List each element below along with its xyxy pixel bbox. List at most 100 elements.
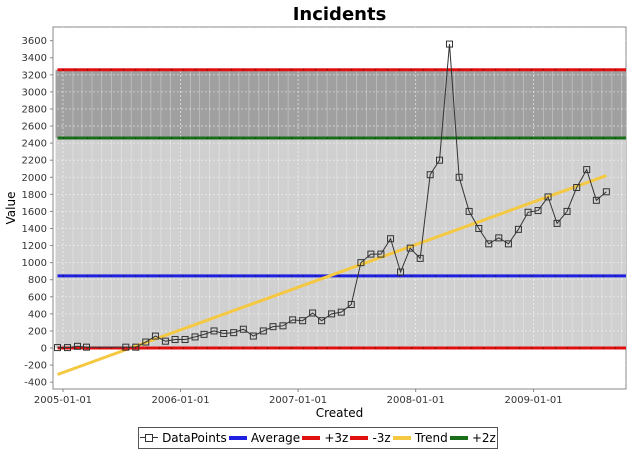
data-point bbox=[544, 193, 552, 201]
y-tick-label: 2000 bbox=[22, 173, 47, 184]
data-point bbox=[426, 171, 434, 179]
series-Average-dot bbox=[494, 275, 497, 277]
series-+3z-dot bbox=[86, 68, 89, 71]
series--3z-dot bbox=[398, 347, 401, 349]
series-+2z-dot bbox=[86, 137, 89, 139]
series-Average-dot bbox=[254, 275, 257, 277]
data-point bbox=[230, 329, 238, 337]
legend-item: -3z bbox=[350, 431, 391, 445]
series-+3z-dot bbox=[350, 68, 353, 71]
data-point bbox=[583, 166, 591, 174]
legend-swatch bbox=[392, 436, 411, 440]
data-point bbox=[54, 344, 62, 352]
series-+3z-dot bbox=[458, 68, 461, 71]
series-+2z-dot bbox=[158, 137, 161, 139]
series-+2z-dot bbox=[530, 137, 533, 139]
data-point bbox=[436, 156, 444, 164]
series-+2z-dot bbox=[446, 137, 449, 139]
data-point bbox=[122, 343, 130, 351]
legend-item: +2z bbox=[449, 431, 496, 445]
series-+2z-dot bbox=[182, 137, 185, 139]
series-+2z-dot bbox=[578, 137, 581, 139]
series-+2z-dot bbox=[566, 137, 569, 139]
series-Average-dot bbox=[386, 275, 389, 277]
series--3z-dot bbox=[386, 347, 389, 349]
series-+3z-dot bbox=[230, 68, 233, 71]
y-tick-label: 2400 bbox=[22, 139, 47, 150]
series--3z-dot bbox=[146, 347, 149, 349]
series--3z-dot bbox=[506, 347, 509, 349]
series--3z-dot bbox=[446, 347, 449, 349]
series-+3z-dot bbox=[542, 68, 545, 71]
y-tick-label: 1400 bbox=[22, 224, 47, 235]
y-tick-label: 400 bbox=[28, 309, 47, 320]
series-Average-dot bbox=[458, 275, 461, 277]
series-+2z-dot bbox=[302, 137, 305, 139]
series-Average-dot bbox=[350, 275, 353, 277]
series-Average-dot bbox=[470, 275, 473, 277]
series-+2z-dot bbox=[542, 137, 545, 139]
series-+2z-dot bbox=[350, 137, 353, 139]
series-+3z-dot bbox=[278, 68, 281, 71]
series-+3z-dot bbox=[614, 68, 617, 71]
legend-label: +2z bbox=[471, 431, 496, 445]
series-+3z-dot bbox=[566, 68, 569, 71]
series-Average-dot bbox=[62, 275, 65, 277]
series-+3z-dot bbox=[398, 68, 401, 71]
y-tick-label: 600 bbox=[28, 292, 47, 303]
data-point bbox=[269, 323, 277, 331]
series-+2z-dot bbox=[374, 137, 377, 139]
series--3z-dot bbox=[578, 347, 581, 349]
data-point bbox=[259, 327, 267, 335]
x-tick-label: 2007-01-01 bbox=[269, 395, 327, 406]
series--3z-dot bbox=[362, 347, 365, 349]
series-+2z-dot bbox=[242, 137, 245, 139]
series--3z-dot bbox=[326, 347, 329, 349]
series--3z-dot bbox=[206, 347, 209, 349]
legend-swatch bbox=[228, 436, 247, 440]
legend-label: Trend bbox=[414, 431, 448, 445]
series-+2z-dot bbox=[98, 137, 101, 139]
series-Average-dot bbox=[182, 275, 185, 277]
data-point bbox=[239, 325, 247, 333]
series-Average-dot bbox=[362, 275, 365, 277]
x-axis-label: Created bbox=[316, 406, 364, 420]
chart-title: Incidents bbox=[293, 4, 387, 25]
data-point bbox=[82, 343, 90, 351]
series-+3z-dot bbox=[506, 68, 509, 71]
x-tick-label: 2008-01-01 bbox=[387, 395, 445, 406]
data-point bbox=[416, 254, 424, 262]
series--3z-dot bbox=[518, 347, 521, 349]
series-+3z-dot bbox=[122, 68, 125, 71]
y-tick-label: 3600 bbox=[22, 36, 47, 47]
series-Average-dot bbox=[554, 275, 557, 277]
series-+3z-dot bbox=[362, 68, 365, 71]
series-+3z-dot bbox=[314, 68, 317, 71]
series-+3z-dot bbox=[74, 68, 77, 71]
series-+3z-dot bbox=[434, 68, 437, 71]
legend-label: Average bbox=[250, 431, 301, 445]
legend-item: DataPoints bbox=[140, 431, 227, 445]
y-tick-label: 3400 bbox=[22, 53, 47, 64]
y-tick-label: -200 bbox=[24, 361, 47, 372]
series-Average-dot bbox=[218, 275, 221, 277]
series-+3z-dot bbox=[530, 68, 533, 71]
series-+3z-dot bbox=[590, 68, 593, 71]
series-+2z-dot bbox=[518, 137, 521, 139]
series--3z-dot bbox=[230, 347, 233, 349]
series-+3z-dot bbox=[326, 68, 329, 71]
series-Average-dot bbox=[170, 275, 173, 277]
series-Average-dot bbox=[338, 275, 341, 277]
series--3z-dot bbox=[530, 347, 533, 349]
y-tick-label: 1600 bbox=[22, 207, 47, 218]
legend-label: -3z bbox=[372, 431, 391, 445]
series-Average-dot bbox=[590, 275, 593, 277]
series--3z-dot bbox=[494, 347, 497, 349]
series-Average-dot bbox=[122, 275, 125, 277]
data-point bbox=[328, 310, 336, 318]
series-+3z-dot bbox=[518, 68, 521, 71]
data-point bbox=[347, 300, 355, 308]
data-point bbox=[514, 225, 522, 233]
series--3z-dot bbox=[314, 347, 317, 349]
data-point bbox=[445, 40, 453, 48]
